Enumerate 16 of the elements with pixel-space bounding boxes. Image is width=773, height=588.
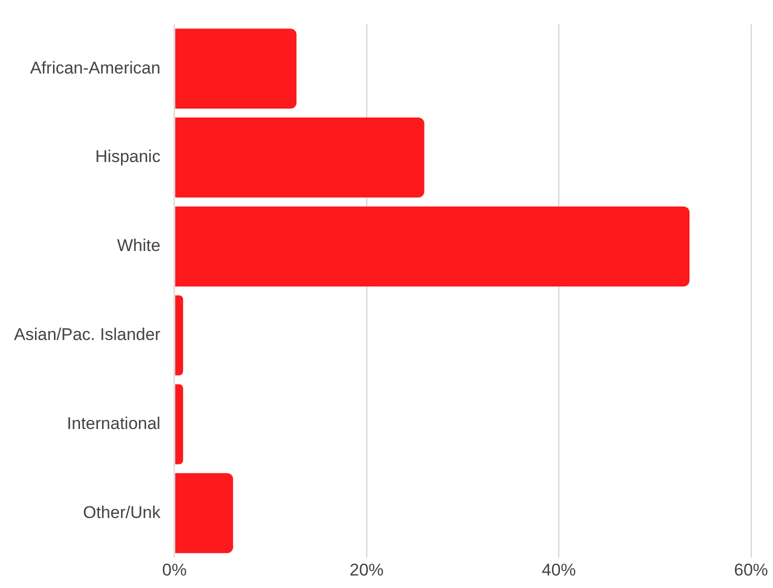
- bar: [175, 206, 690, 286]
- y-tick-label: Asian/Pac. Islander: [14, 325, 161, 344]
- y-tick-label: International: [66, 414, 160, 433]
- bar: [175, 473, 234, 554]
- bar: [175, 295, 184, 376]
- y-tick-label: Other/Unk: [82, 502, 161, 522]
- y-tick-label: White: [117, 236, 160, 256]
- x-tick-label: 40%: [542, 560, 576, 580]
- bar: [175, 384, 184, 464]
- y-tick-label: African-American: [30, 58, 160, 78]
- x-tick-label: 60%: [734, 560, 768, 580]
- bar: [175, 28, 296, 109]
- x-tick-label: 20%: [350, 560, 384, 580]
- bar: [175, 118, 424, 198]
- y-tick-label: Hispanic: [95, 147, 161, 166]
- x-tick-label: 0%: [162, 560, 187, 580]
